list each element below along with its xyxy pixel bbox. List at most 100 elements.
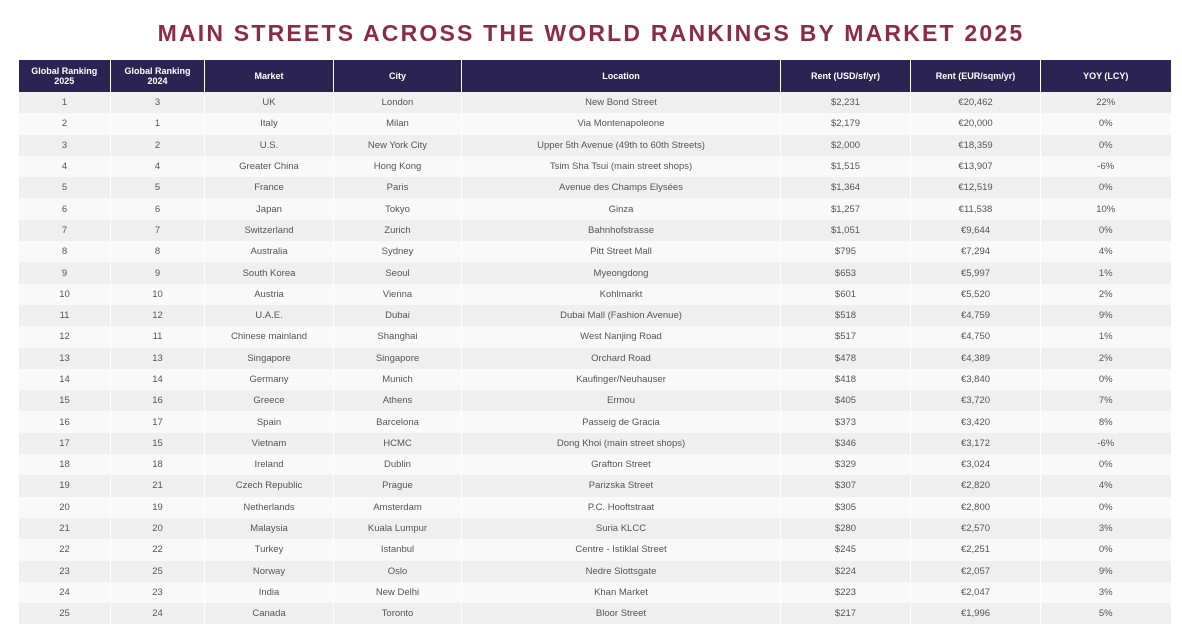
column-header: Global Ranking 2025: [18, 60, 111, 92]
table-cell: 22%: [1040, 92, 1171, 114]
table-row: 8 8 Australia Sydney Pitt Street Mall $795 €7,…: [18, 241, 1171, 263]
table-row: 16 17 Spain Barcelona Passeig de Gracia $373 €…: [18, 411, 1171, 433]
rankings-table: Global Ranking 2025 Global Ranking 2024 Ma…: [18, 60, 1171, 625]
table-row: 22 22 Turkey Istanbul Centre - Istiklal Stre…: [18, 539, 1171, 561]
table-cell: $517: [780, 326, 911, 348]
table-cell: South Korea: [204, 262, 334, 284]
table-cell: London: [333, 92, 462, 114]
table-cell: 10%: [1040, 198, 1171, 220]
table-cell: 11: [18, 304, 111, 327]
table-cell: India: [204, 581, 334, 604]
table-cell: 0%: [1040, 454, 1171, 476]
table-cell: Tokyo: [333, 198, 462, 220]
table-cell: €2,047: [910, 581, 1041, 604]
table-cell: Paris: [333, 177, 462, 199]
table-cell: 7%: [1040, 390, 1171, 412]
table-row: 3 2 U.S. New York City Upper 5th Avenue (49t…: [18, 134, 1171, 156]
table-row: 25 24 Canada Toronto Bloor Street $217 €1,996 5…: [18, 603, 1171, 625]
table-cell: Istanbul: [333, 539, 462, 561]
table-cell: Barcelona: [333, 411, 462, 433]
table-cell: 24: [18, 581, 111, 604]
table-cell: Upper 5th Avenue (49th to 60th Streets): [461, 134, 781, 156]
table-cell: New Bond Street: [461, 92, 781, 114]
table-row: 21 20 Malaysia Kuala Lumpur Suria KLCC $280 €2…: [18, 517, 1171, 540]
table-cell: 4: [110, 155, 205, 178]
table-cell: 4: [18, 155, 111, 178]
table-cell: 1%: [1040, 326, 1171, 348]
table-cell: $305: [780, 496, 911, 518]
table-cell: $1,051: [780, 219, 911, 242]
table-cell: $373: [780, 411, 911, 433]
table-cell: 2: [18, 113, 111, 135]
column-header: Rent (USD/sf/yr): [780, 60, 911, 92]
table-cell: €3,420: [910, 411, 1041, 433]
table-row: 5 5 France Paris Avenue des Champs Elysées $1…: [18, 177, 1171, 199]
table-cell: Nedre Slottsgate: [461, 560, 781, 582]
table-row: 6 6 Japan Tokyo Ginza $1,257 €11,538 10%: [18, 198, 1171, 220]
table-cell: Kohlmarkt: [461, 283, 781, 305]
table-cell: Amsterdam: [333, 496, 462, 518]
table-cell: Germany: [204, 368, 334, 391]
table-cell: -6%: [1040, 155, 1171, 178]
table-row: 13 13 Singapore Singapore Orchard Road $478 €4…: [18, 347, 1171, 369]
table-cell: 0%: [1040, 177, 1171, 199]
table-cell: 7: [18, 219, 111, 242]
table-body: 1 3 UK London New Bond Street $2,231 €20,462 22…: [18, 92, 1171, 625]
table-cell: New York City: [333, 134, 462, 156]
table-cell: $795: [780, 241, 911, 263]
table-cell: France: [204, 177, 334, 199]
table-cell: West Nanjing Road: [461, 326, 781, 348]
table-cell: UK: [204, 92, 334, 114]
table-cell: $2,179: [780, 113, 911, 135]
table-cell: €5,997: [910, 262, 1041, 284]
column-header: City: [333, 60, 462, 92]
table-cell: Greece: [204, 390, 334, 412]
table-cell: Prague: [333, 475, 462, 497]
table-cell: $405: [780, 390, 911, 412]
table-cell: Austria: [204, 283, 334, 305]
table-cell: €20,000: [910, 113, 1041, 135]
table-cell: Ermou: [461, 390, 781, 412]
table-row: 17 15 Vietnam HCMC Dong Khoi (main street sh…: [18, 432, 1171, 455]
table-cell: 21: [18, 517, 111, 540]
table-cell: New Delhi: [333, 581, 462, 604]
table-cell: 6: [110, 198, 205, 220]
table-row: 24 23 India New Delhi Khan Market $223 €2,047 3…: [18, 581, 1171, 604]
table-cell: 5: [18, 177, 111, 199]
table-cell: Singapore: [333, 347, 462, 369]
table-cell: Dubai Mall (Fashion Avenue): [461, 304, 781, 327]
table-cell: 14: [110, 368, 205, 391]
table-row: 11 12 U.A.E. Dubai Dubai Mall (Fashion Avenu…: [18, 304, 1171, 327]
table-cell: 23: [18, 560, 111, 582]
table-cell: Khan Market: [461, 581, 781, 604]
table-cell: $346: [780, 432, 911, 455]
table-cell: 5%: [1040, 603, 1171, 625]
table-cell: 16: [110, 390, 205, 412]
header-row: Global Ranking 2025 Global Ranking 2024 Ma…: [18, 60, 1171, 92]
table-cell: 17: [18, 432, 111, 455]
table-cell: Suria KLCC: [461, 517, 781, 540]
table-cell: Munich: [333, 368, 462, 391]
table-cell: €18,359: [910, 134, 1041, 156]
table-row: 2 1 Italy Milan Via Montenapoleone $2,179 €20,…: [18, 113, 1171, 135]
table-cell: -6%: [1040, 432, 1171, 455]
table-head: Global Ranking 2025 Global Ranking 2024 Ma…: [18, 60, 1171, 92]
table-cell: 9: [18, 262, 111, 284]
table-cell: Dublin: [333, 454, 462, 476]
table-cell: Milan: [333, 113, 462, 135]
table-cell: 9: [110, 262, 205, 284]
table-cell: Dong Khoi (main street shops): [461, 432, 781, 455]
table-cell: Ireland: [204, 454, 334, 476]
table-cell: 21: [110, 475, 205, 497]
table-cell: 22: [110, 539, 205, 561]
table-cell: Orchard Road: [461, 347, 781, 369]
table-cell: 4%: [1040, 475, 1171, 497]
table-cell: 12: [18, 326, 111, 348]
table-cell: 9%: [1040, 560, 1171, 582]
table-cell: 2%: [1040, 283, 1171, 305]
table-cell: 4%: [1040, 241, 1171, 263]
table-cell: 9%: [1040, 304, 1171, 327]
table-cell: 0%: [1040, 113, 1171, 135]
column-header: YOY (LCY): [1040, 60, 1171, 92]
table-cell: €2,800: [910, 496, 1041, 518]
